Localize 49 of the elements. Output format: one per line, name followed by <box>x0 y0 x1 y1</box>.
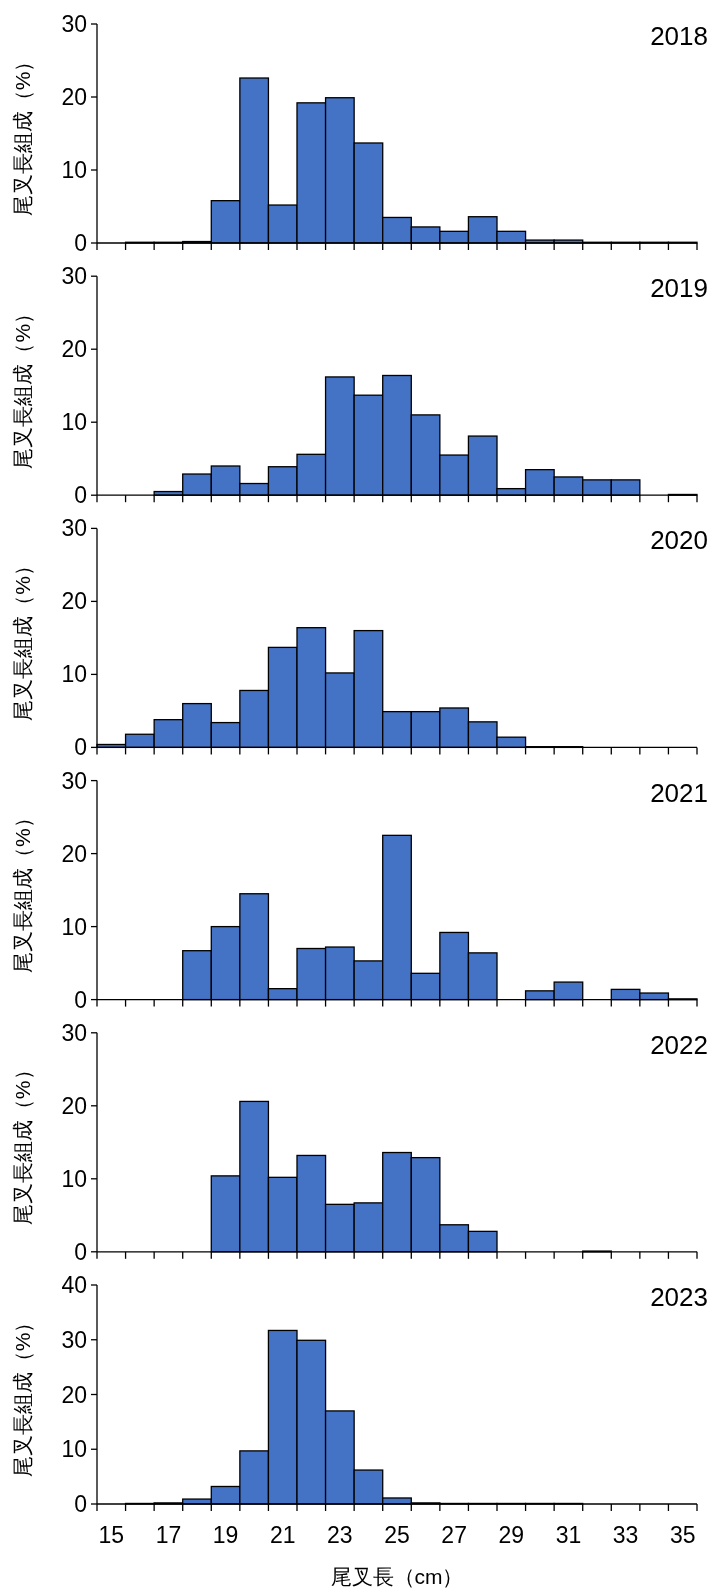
chart-title: 2020 <box>650 525 708 556</box>
y-tick-label: 0 <box>74 1238 87 1265</box>
y-tick-label: 10 <box>61 1436 87 1463</box>
y-tick-label: 10 <box>61 913 87 940</box>
y-tick-label: 20 <box>61 1092 87 1119</box>
y-tick-label: 30 <box>61 1326 87 1353</box>
y-tick-label: 20 <box>61 336 87 363</box>
y-tick-label: 0 <box>74 1491 87 1517</box>
y-axis-title: 尾叉長組成（%） <box>11 1311 34 1478</box>
x-tick-label: 19 <box>212 1522 239 1548</box>
y-axis-title: 尾叉長組成（%） <box>11 302 34 469</box>
y-tick-label: 10 <box>61 661 87 688</box>
x-tick-label: 29 <box>498 1522 525 1548</box>
y-tick-label: 0 <box>74 986 87 1013</box>
x-tick-label: 21 <box>269 1522 296 1548</box>
x-tick-label: 25 <box>384 1522 410 1548</box>
y-tick-label: 30 <box>61 767 87 794</box>
y-tick-label: 30 <box>61 515 87 542</box>
x-tick-label: 35 <box>669 1522 696 1548</box>
y-tick-label: 0 <box>74 230 87 256</box>
x-tick-label: 27 <box>441 1522 467 1548</box>
y-tick-label: 20 <box>61 840 87 867</box>
y-tick-label: 10 <box>61 409 87 436</box>
y-tick-label: 30 <box>61 263 87 290</box>
y-tick-label: 10 <box>61 157 87 183</box>
y-tick-label: 20 <box>61 84 87 110</box>
x-tick-label: 15 <box>98 1522 125 1548</box>
y-axis-title: 尾叉長組成（%） <box>11 1059 34 1226</box>
chart-title: 2019 <box>650 273 708 304</box>
y-tick-label: 20 <box>61 588 87 615</box>
x-tick-label: 17 <box>155 1522 182 1548</box>
chart-title: 2018 <box>650 21 708 51</box>
chart-title: 2021 <box>650 777 708 808</box>
y-tick-label: 30 <box>61 1019 87 1046</box>
y-tick-label: 20 <box>61 1381 87 1408</box>
y-axis-title: 尾叉長組成（%） <box>11 807 34 973</box>
x-axis-title: 尾叉長（cm） <box>330 1565 464 1588</box>
y-tick-label: 40 <box>61 1272 87 1298</box>
chart-title: 2022 <box>650 1029 708 1060</box>
y-tick-label: 0 <box>74 482 87 509</box>
y-tick-label: 0 <box>74 734 87 761</box>
chart-title: 2023 <box>650 1282 708 1312</box>
y-tick-label: 10 <box>61 1165 87 1192</box>
x-tick-label: 33 <box>612 1522 639 1548</box>
y-tick-label: 30 <box>61 11 87 37</box>
y-axis-title: 尾叉長組成（%） <box>11 50 34 217</box>
y-axis-title: 尾叉長組成（%） <box>11 555 34 721</box>
x-tick-label: 23 <box>327 1522 353 1548</box>
x-tick-label: 31 <box>555 1522 582 1548</box>
